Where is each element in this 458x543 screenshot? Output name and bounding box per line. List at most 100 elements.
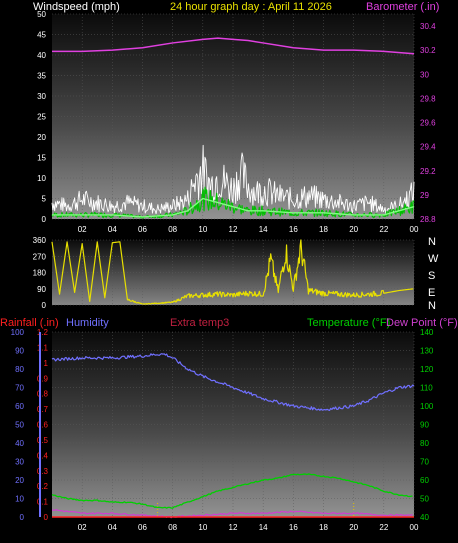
barometer-tick-label: 30.2 — [420, 46, 436, 55]
temperature-tick-label: 110 — [420, 384, 433, 393]
humidity-line — [51, 353, 415, 412]
temperature-tick-label: 80 — [420, 439, 429, 448]
temperature-tick-label: 90 — [420, 421, 429, 430]
humidity-tick-label: 90 — [15, 347, 24, 356]
rain-tick-label: 1.2 — [37, 328, 49, 337]
wind-y-tick-label: 5 — [42, 195, 47, 204]
humidity-tick-label: 30 — [15, 458, 24, 467]
rain-tick-label: 1 — [44, 359, 49, 368]
wind-y-tick-label: 30 — [37, 92, 46, 101]
wind-y-tick-label: 45 — [37, 31, 46, 40]
humidity-x-tick-label: 04 — [108, 523, 117, 532]
humidity-axis-label: Humidity — [66, 317, 109, 329]
series-layer — [51, 37, 415, 519]
humidity-tick-label: 20 — [15, 476, 24, 485]
wind-y-tick-label: 35 — [37, 72, 46, 81]
humidity-x-tick-label: 08 — [168, 523, 177, 532]
humidity-tick-label: 70 — [15, 384, 24, 393]
axis-layer: 0510152025303540455028.82929.229.429.629… — [11, 10, 436, 532]
rain-tick-label: 0.8 — [37, 390, 49, 399]
barometer-tick-label: 28.8 — [420, 215, 436, 224]
rain-tick-label: 0.2 — [37, 482, 49, 491]
compass-w: W — [428, 253, 439, 265]
humidity-x-tick-label: 00 — [410, 523, 419, 532]
wind-x-tick-label: 04 — [108, 225, 117, 234]
temperature-tick-label: 70 — [420, 458, 429, 467]
rain-tick-label: 1.1 — [37, 343, 49, 352]
humidity-x-tick-label: 20 — [349, 523, 358, 532]
rain-tick-label: 0.7 — [37, 405, 49, 414]
barometer-tick-label: 29 — [420, 191, 429, 200]
temperature-tick-label: 50 — [420, 495, 429, 504]
extratemp-label: Extra temp3 — [170, 317, 229, 329]
humidity-x-tick-label: 02 — [78, 523, 87, 532]
direction-y-tick-label: 360 — [33, 236, 47, 245]
grid-layer — [52, 13, 415, 518]
humidity-tick-label: 0 — [20, 513, 25, 522]
barometer-tick-label: 30 — [420, 70, 429, 79]
windspeed-gust-line — [51, 144, 415, 215]
direction-y-tick-label: 90 — [37, 285, 46, 294]
temperature-tick-label: 140 — [420, 328, 434, 337]
barometer-line — [52, 37, 415, 55]
rainfall-axis-label: Rainfall (.in) — [0, 317, 59, 329]
temperature-tick-label: 120 — [420, 365, 434, 374]
direction-y-tick-label: 0 — [42, 301, 47, 310]
barometer-tick-label: 29.6 — [420, 119, 436, 128]
rain-tick-label: 0.3 — [37, 467, 49, 476]
compass-e: E — [428, 287, 435, 299]
wind-x-tick-label: 18 — [319, 225, 328, 234]
humidity-tick-label: 40 — [15, 439, 24, 448]
wind-direction-line — [51, 239, 414, 305]
wind-y-tick-label: 0 — [42, 215, 47, 224]
barometer-tick-label: 29.4 — [420, 143, 436, 152]
windspeed-axis-label: Windspeed (mph) — [33, 1, 120, 13]
rain-tick-label: 0.1 — [37, 498, 49, 507]
humidity-tick-label: 60 — [15, 402, 24, 411]
humidity-x-tick-label: 22 — [379, 523, 388, 532]
compass-n-bottom: N — [428, 300, 436, 312]
humidity-x-tick-label: 10 — [198, 523, 207, 532]
wind-x-tick-label: 14 — [259, 225, 268, 234]
dewpoint-line — [51, 509, 413, 519]
wind-x-tick-label: 06 — [138, 225, 147, 234]
wind-y-tick-label: 10 — [37, 174, 46, 183]
wind-y-tick-label: 20 — [37, 133, 46, 142]
humidity-x-tick-label: 18 — [319, 523, 328, 532]
temperature-tick-label: 60 — [420, 476, 429, 485]
rain-tick-label: 0.5 — [37, 436, 49, 445]
humidity-tick-label: 100 — [11, 328, 25, 337]
chart-title: 24 hour graph day : April 11 2026 — [170, 1, 332, 13]
temperature-line — [51, 473, 413, 509]
temperature-tick-label: 40 — [420, 513, 429, 522]
compass-n-top: N — [428, 236, 436, 248]
dewpoint-axis-label: Dew Point (°F) — [386, 317, 458, 329]
wind-x-tick-label: 20 — [349, 225, 358, 234]
windspeed-avg-smooth-line — [52, 197, 415, 218]
humidity-x-tick-label: 12 — [229, 523, 238, 532]
wind-x-tick-label: 22 — [379, 225, 388, 234]
barometer-tick-label: 29.8 — [420, 94, 436, 103]
humidity-x-tick-label: 16 — [289, 523, 298, 532]
wind-y-tick-label: 15 — [37, 154, 46, 163]
rain-tick-label: 0 — [44, 513, 49, 522]
humidity-tick-label: 10 — [15, 495, 24, 504]
wind-y-tick-label: 40 — [37, 51, 46, 60]
compass-s: S — [428, 270, 435, 282]
wind-y-tick-label: 25 — [37, 113, 46, 122]
wind-x-tick-label: 12 — [229, 225, 238, 234]
wind-x-tick-label: 08 — [168, 225, 177, 234]
rain-tick-label: 0.4 — [37, 451, 49, 460]
wind-x-tick-label: 16 — [289, 225, 298, 234]
humidity-tick-label: 80 — [15, 365, 24, 374]
barometer-axis-label: Barometer (.in) — [366, 1, 439, 13]
wind-x-tick-label: 00 — [410, 225, 419, 234]
wind-x-tick-label: 10 — [198, 225, 207, 234]
wind-y-tick-label: 50 — [37, 10, 46, 19]
humidity-x-tick-label: 14 — [259, 523, 268, 532]
barometer-tick-label: 30.4 — [420, 22, 436, 31]
rain-tick-label: 0.9 — [37, 374, 49, 383]
barometer-tick-label: 29.2 — [420, 167, 436, 176]
temperature-tick-label: 130 — [420, 347, 434, 356]
